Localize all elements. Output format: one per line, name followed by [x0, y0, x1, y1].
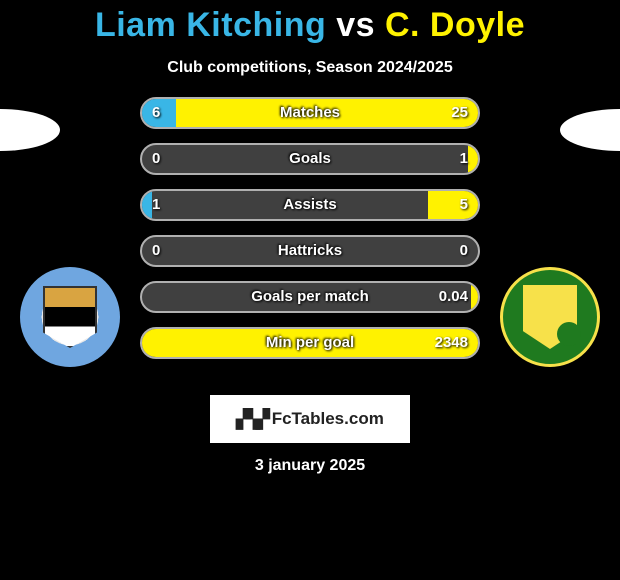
stat-label: Hattricks [140, 235, 480, 267]
stat-value-player2: 25 [451, 97, 468, 129]
stat-bars-container: Matches625Goals01Assists15Hattricks00Goa… [140, 97, 480, 373]
right-ellipse-decor [560, 109, 620, 151]
stat-value-player1: 1 [152, 189, 160, 221]
stat-value-player2: 1 [460, 143, 468, 175]
player1-club-crest [20, 267, 120, 367]
stat-label: Goals [140, 143, 480, 175]
stat-value-player2: 5 [460, 189, 468, 221]
brand-spark-icon: ▞▚▞ [236, 409, 266, 430]
stat-value-player1: 0 [152, 143, 160, 175]
stat-label: Matches [140, 97, 480, 129]
stat-label: Goals per match [140, 281, 480, 313]
stat-row: Hattricks0 0 [140, 235, 480, 267]
stat-row: Goals per match0.04 [140, 281, 480, 313]
player2-club-crest [500, 267, 600, 367]
stat-label: Min per goal [140, 327, 480, 359]
brand-text: FcTables.com [272, 409, 384, 429]
stat-value-player2: 2348 [435, 327, 468, 359]
stat-value-player1: 0 [152, 235, 160, 267]
player1-name: Liam Kitching [95, 6, 326, 44]
comparison-title: Liam Kitching vs C. Doyle [0, 0, 620, 45]
stat-value-player1: 6 [152, 97, 160, 129]
player2-name: C. Doyle [385, 6, 525, 44]
stat-row: Matches6 25 [140, 97, 480, 129]
left-ellipse-decor [0, 109, 60, 151]
stat-label: Assists [140, 189, 480, 221]
comparison-arena: Matches625Goals01Assists15Hattricks00Goa… [0, 97, 620, 377]
stat-value-player2: 0.04 [439, 281, 468, 313]
subtitle: Club competitions, Season 2024/2025 [0, 59, 620, 77]
brand-badge: ▞▚▞ FcTables.com [210, 395, 410, 443]
stat-row: Assists1 5 [140, 189, 480, 221]
stat-value-player2: 0 [460, 235, 468, 267]
vs-separator: vs [336, 6, 375, 44]
stat-row: Min per goal2348 [140, 327, 480, 359]
stat-row: Goals0 1 [140, 143, 480, 175]
snapshot-date: 3 january 2025 [0, 457, 620, 475]
